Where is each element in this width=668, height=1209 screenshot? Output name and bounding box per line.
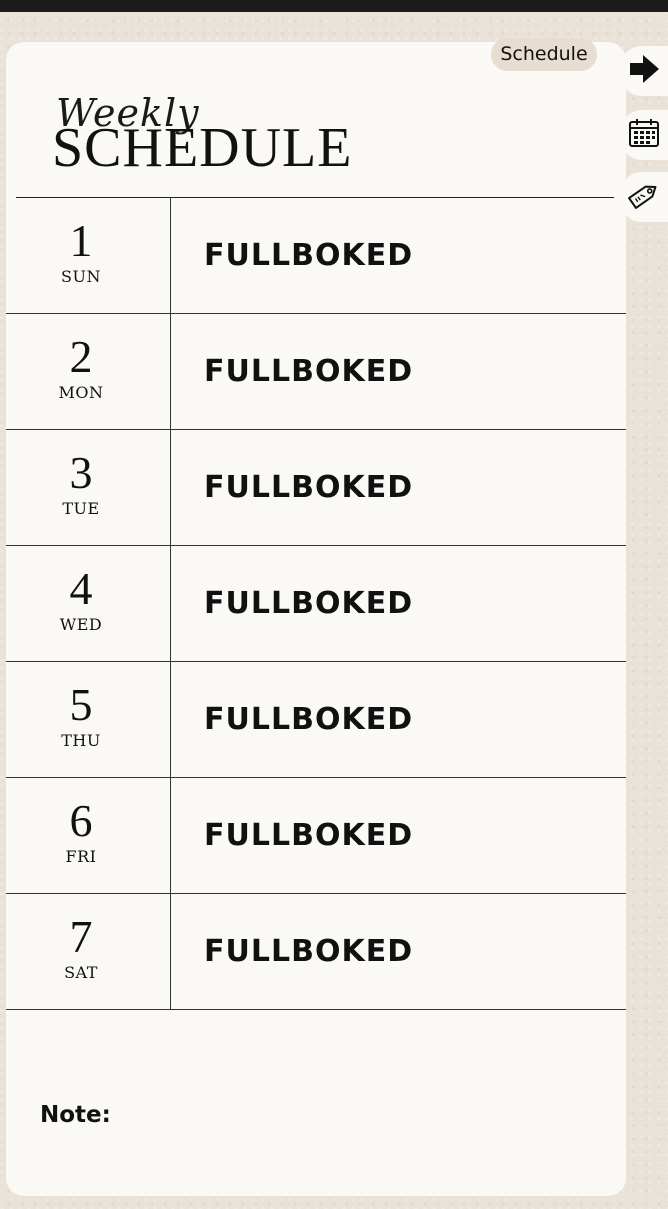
day-name: THU [61, 731, 101, 750]
day-name: SAT [64, 963, 98, 982]
day-cell: 4 WED [6, 546, 171, 661]
day-name: MON [58, 383, 104, 402]
day-row-sat[interactable]: 7 SAT FULLBOKED [6, 894, 626, 1010]
day-name: WED [59, 615, 103, 634]
day-status: FULLBOKED [204, 238, 414, 273]
day-number: 4 [69, 563, 93, 614]
day-status: FULLBOKED [204, 586, 414, 621]
day-cell: 7 SAT [6, 894, 171, 1009]
day-number: 1 [69, 215, 93, 266]
tag-icon [626, 177, 662, 217]
status-bar [0, 0, 668, 12]
day-row-fri[interactable]: 6 FRI FULLBOKED [6, 778, 626, 894]
title-main: SCHEDULE [52, 117, 353, 179]
day-number: 2 [69, 331, 93, 382]
day-status: FULLBOKED [204, 354, 414, 389]
header-divider [16, 197, 614, 198]
day-number: 5 [69, 679, 93, 730]
tab-schedule[interactable]: Schedule [491, 38, 597, 71]
day-cell: 1 SUN [6, 198, 171, 313]
day-number: 6 [69, 795, 93, 846]
schedule-table: 1 SUN FULLBOKED 2 MON FULLBOKED 3 TUE FU… [6, 198, 626, 1010]
day-cell: 6 FRI [6, 778, 171, 893]
side-tab-calendar[interactable] [620, 110, 668, 160]
day-cell: 5 THU [6, 662, 171, 777]
page-title: Weekly SCHEDULE [52, 94, 392, 224]
day-name: SUN [61, 267, 101, 286]
day-row-thu[interactable]: 5 THU FULLBOKED [6, 662, 626, 778]
day-cell: 2 MON [6, 314, 171, 429]
note-label: Note: [40, 1102, 111, 1128]
day-status: FULLBOKED [204, 470, 414, 505]
day-cell: 3 TUE [6, 430, 171, 545]
day-row-mon[interactable]: 2 MON FULLBOKED [6, 314, 626, 430]
day-row-sun[interactable]: 1 SUN FULLBOKED [6, 198, 626, 314]
day-row-wed[interactable]: 4 WED FULLBOKED [6, 546, 626, 662]
schedule-card: Weekly SCHEDULE Note: [6, 42, 626, 1196]
calendar-icon [628, 117, 660, 153]
day-name: FRI [65, 847, 97, 866]
arrow-right-icon [627, 52, 661, 90]
title-script: Weekly [56, 91, 200, 135]
day-number: 7 [69, 911, 93, 962]
day-status: FULLBOKED [204, 818, 414, 853]
side-tab-next[interactable] [620, 46, 668, 96]
day-status: FULLBOKED [204, 934, 414, 969]
side-tab-tag[interactable] [620, 172, 668, 222]
day-status: FULLBOKED [204, 702, 414, 737]
day-number: 3 [69, 447, 93, 498]
day-name: TUE [62, 499, 100, 518]
day-row-tue[interactable]: 3 TUE FULLBOKED [6, 430, 626, 546]
